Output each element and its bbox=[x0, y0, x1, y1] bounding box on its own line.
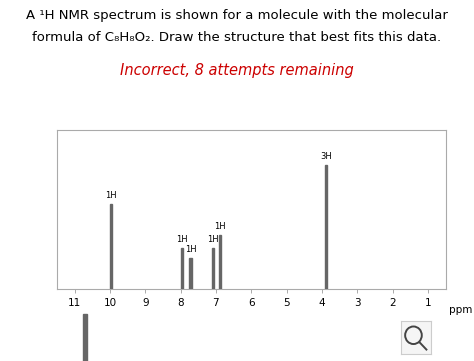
Text: 1H: 1H bbox=[185, 245, 196, 254]
Bar bbox=[219, 235, 221, 289]
Bar bbox=[181, 248, 183, 289]
Text: 1H: 1H bbox=[214, 222, 226, 231]
Text: 1H: 1H bbox=[176, 235, 188, 244]
Text: A ¹H NMR spectrum is shown for a molecule with the molecular: A ¹H NMR spectrum is shown for a molecul… bbox=[26, 9, 448, 22]
Text: Incorrect, 8 attempts remaining: Incorrect, 8 attempts remaining bbox=[120, 63, 354, 78]
Bar bbox=[190, 258, 191, 289]
Text: 3H: 3H bbox=[320, 152, 332, 161]
Text: 1H: 1H bbox=[105, 191, 117, 200]
Text: formula of C₈H₈O₂. Draw the structure that best fits this data.: formula of C₈H₈O₂. Draw the structure th… bbox=[32, 31, 442, 44]
Bar bbox=[325, 165, 327, 289]
Bar bbox=[110, 204, 112, 289]
Text: ppm: ppm bbox=[449, 305, 473, 315]
Bar bbox=[212, 248, 214, 289]
Bar bbox=[82, 314, 87, 361]
Text: 1H: 1H bbox=[207, 235, 219, 244]
